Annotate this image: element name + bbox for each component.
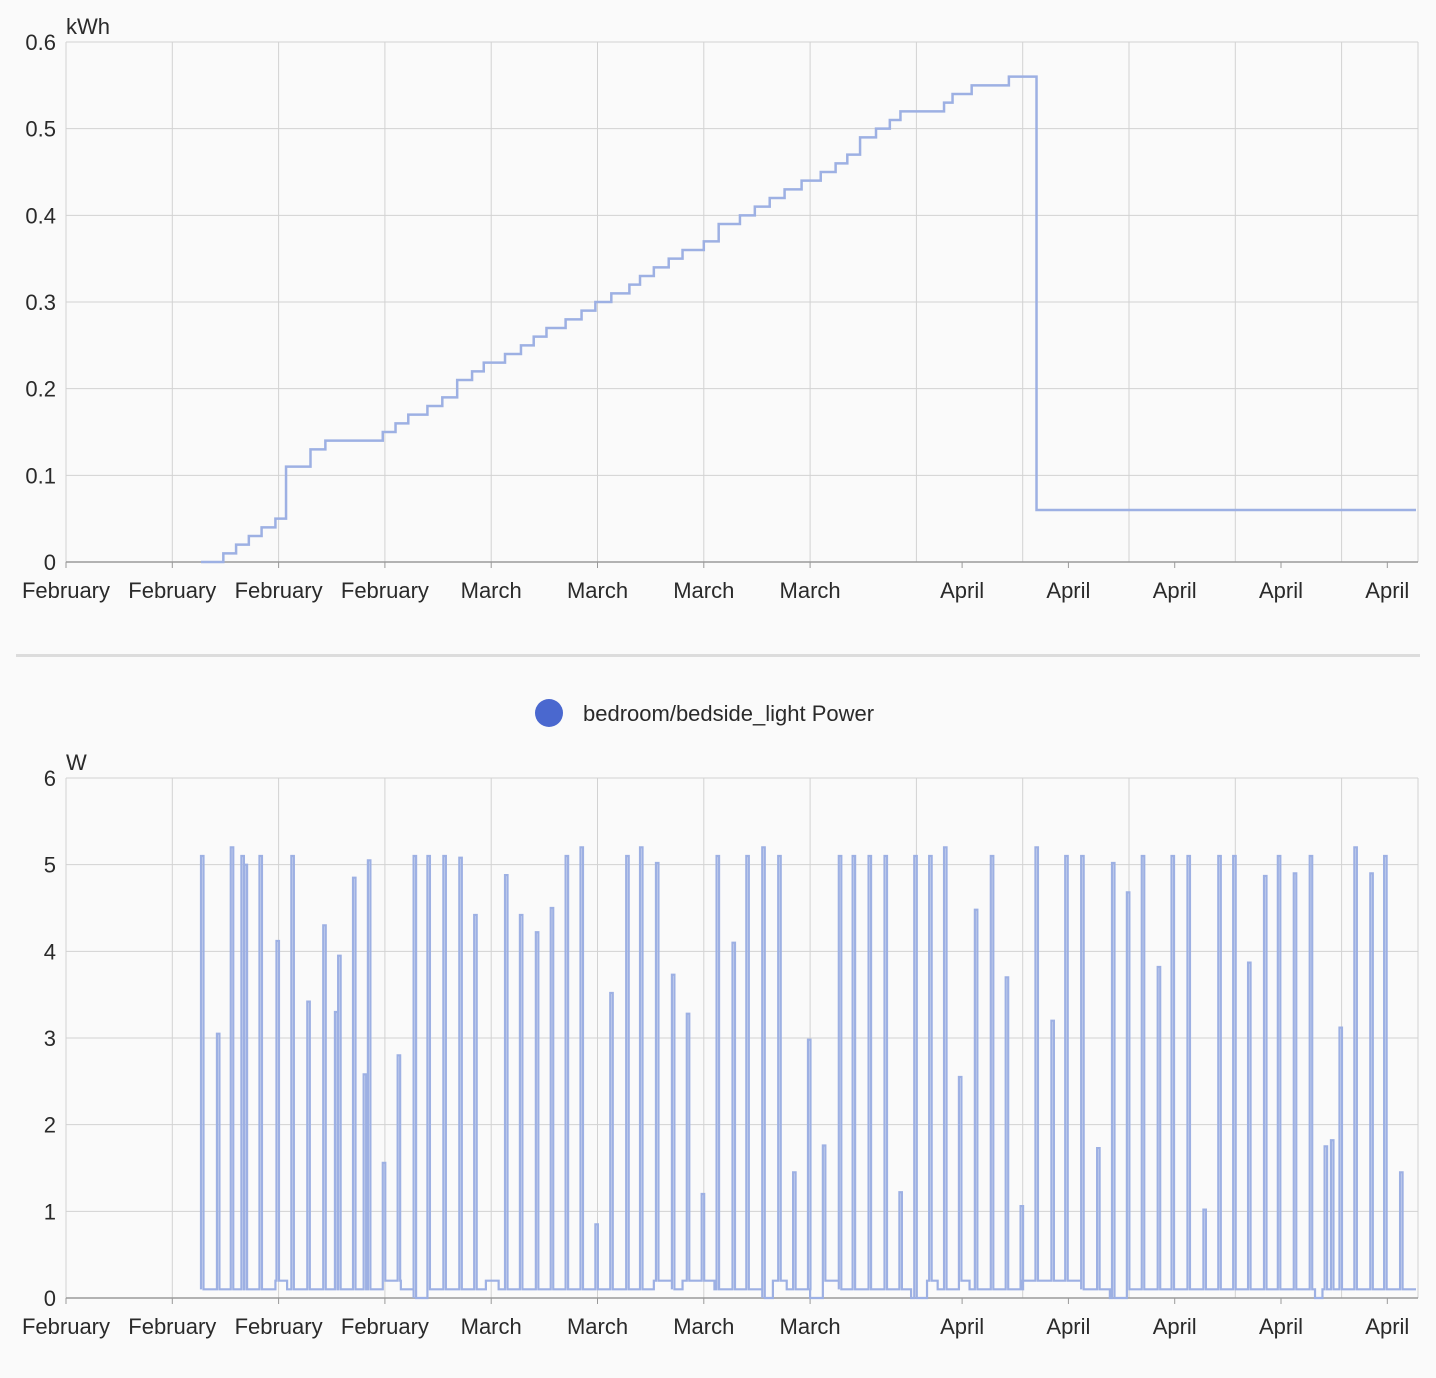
power-unit-label: W	[66, 750, 87, 775]
power-series-line	[199, 846, 1417, 1300]
y-tick-label: 0.6	[25, 30, 56, 55]
x-tick-label: February	[128, 1314, 216, 1339]
x-tick-label: February	[235, 578, 323, 603]
y-tick-label: 0	[44, 550, 56, 575]
energy-x-axis: February February February February March Mar…	[22, 561, 1418, 603]
x-tick-label: April	[1046, 578, 1090, 603]
y-tick-label: 0	[44, 1286, 56, 1311]
x-tick-label: April	[940, 578, 984, 603]
y-tick-label: 2	[44, 1113, 56, 1138]
x-tick-label: February	[128, 578, 216, 603]
energy-grid	[65, 41, 1419, 563]
power-y-axis: 0 1 2 3 4 5 6	[44, 766, 56, 1311]
y-tick-label: 0.1	[25, 463, 56, 488]
x-tick-label: April	[1153, 578, 1197, 603]
y-tick-label: 0.3	[25, 290, 56, 315]
energy-chart: 00.10.20.30.40.50.6 February February Febr…	[22, 14, 1419, 603]
x-tick-label: April	[1046, 1314, 1090, 1339]
x-tick-label: April	[1365, 1314, 1409, 1339]
x-tick-label: February	[341, 1314, 429, 1339]
x-tick-label: March	[673, 1314, 734, 1339]
x-tick-label: March	[673, 578, 734, 603]
x-tick-label: March	[461, 578, 522, 603]
power-chart: bedroom/bedside_light Power 0 1 2 3 4 5 6 Febr…	[22, 699, 1419, 1339]
y-tick-label: 0.4	[25, 203, 56, 228]
y-tick-label: 4	[44, 939, 56, 964]
y-tick-label: 5	[44, 853, 56, 878]
legend-label: bedroom/bedside_light Power	[583, 701, 874, 726]
x-tick-label: March	[461, 1314, 522, 1339]
x-tick-label: April	[940, 1314, 984, 1339]
y-tick-label: 6	[44, 766, 56, 791]
x-tick-label: March	[567, 1314, 628, 1339]
x-tick-label: March	[780, 1314, 841, 1339]
y-tick-label: 1	[44, 1199, 56, 1224]
chart-divider	[16, 654, 1420, 657]
power-grid	[65, 777, 1419, 1299]
legend-dot	[535, 699, 563, 727]
energy-y-axis: 0 0.1 0.2 0.3 0.4 0.5 0.6	[25, 30, 56, 575]
x-tick-label: February	[22, 578, 110, 603]
x-tick-label: April	[1259, 578, 1303, 603]
x-tick-label: March	[567, 578, 628, 603]
power-legend[interactable]: bedroom/bedside_light Power	[535, 699, 874, 727]
y-tick-label: 0.5	[25, 117, 56, 142]
x-tick-label: February	[341, 578, 429, 603]
energy-unit-label: kWh	[66, 14, 110, 39]
energy-series-line	[201, 75, 1417, 564]
x-tick-label: February	[235, 1314, 323, 1339]
x-tick-label: March	[780, 578, 841, 603]
x-tick-label: April	[1365, 578, 1409, 603]
power-x-axis: February February February February March Mar…	[22, 1297, 1418, 1339]
y-tick-label: 3	[44, 1026, 56, 1051]
y-tick-label: 0.2	[25, 377, 56, 402]
x-tick-label: April	[1153, 1314, 1197, 1339]
x-tick-label: February	[22, 1314, 110, 1339]
x-tick-label: April	[1259, 1314, 1303, 1339]
